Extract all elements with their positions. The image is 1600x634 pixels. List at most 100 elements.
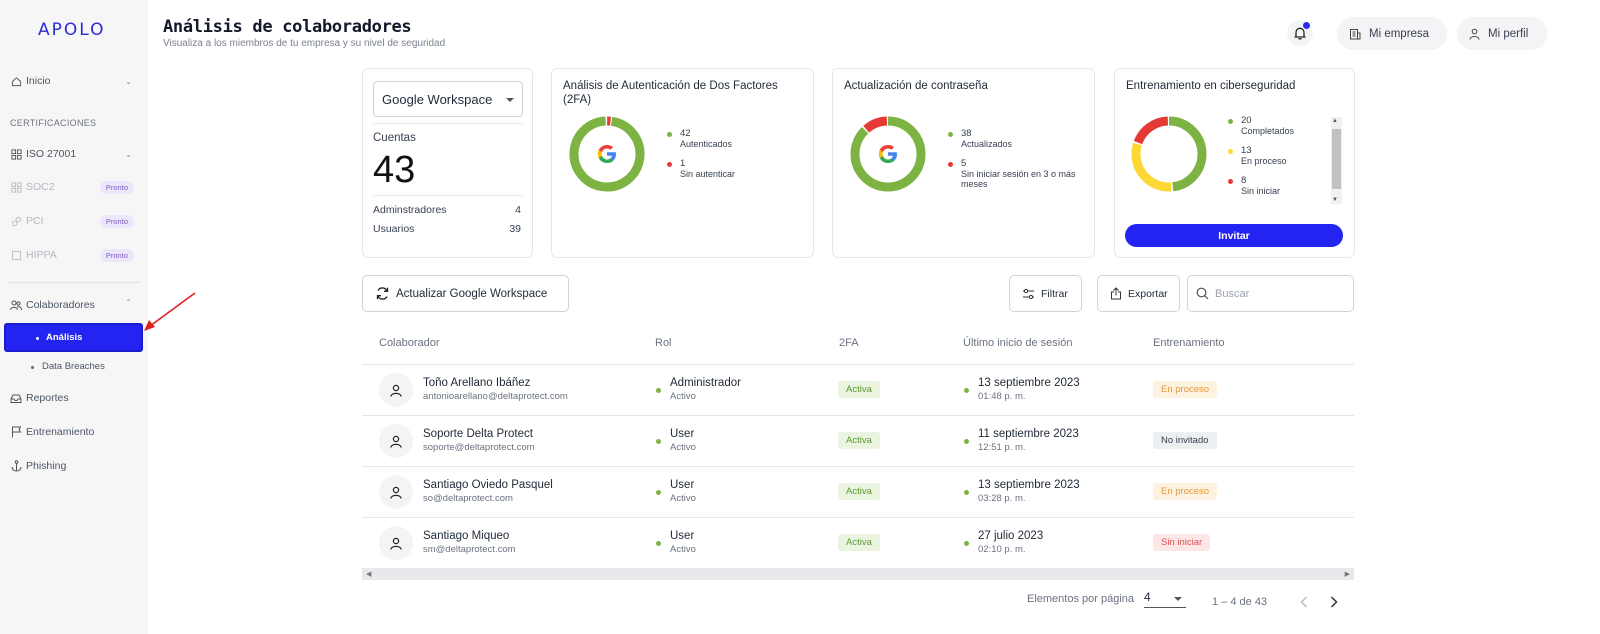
sidebar-item-phishing[interactable]: Phishing <box>10 457 138 475</box>
donut-segments <box>850 116 926 192</box>
users-icon <box>10 299 22 311</box>
column-header-colaborador[interactable]: Colaborador <box>379 337 440 349</box>
collaborator-name: Toño Arellano Ibáñez <box>423 377 531 389</box>
last-login-date: 27 julio 2023 <box>978 530 1044 542</box>
legend-count: 1 <box>680 158 686 169</box>
avatar <box>379 475 413 509</box>
accounts-label: Cuentas <box>373 132 416 144</box>
refresh-icon <box>375 286 390 301</box>
filter-button[interactable]: Filtrar <box>1009 275 1082 312</box>
role: User <box>670 428 695 440</box>
grid-icon <box>10 181 22 193</box>
mi-empresa-label: Mi empresa <box>1369 27 1430 40</box>
square-icon <box>10 249 22 261</box>
table-row[interactable]: Soporte Delta Protect soporte@deltaprote… <box>362 416 1354 467</box>
role: Administrador <box>670 377 741 389</box>
sidebar-item-iso[interactable]: ISO 27001 ⌄ <box>10 145 138 163</box>
mi-empresa-button[interactable]: Mi empresa <box>1337 17 1447 50</box>
legend-label: Sin autenticar <box>680 169 736 179</box>
admins-count: 4 <box>515 204 521 216</box>
chevron-left-icon <box>1300 596 1308 608</box>
caret-down-icon <box>506 98 514 102</box>
training-badge: Sin iniciar <box>1153 534 1211 551</box>
bell-icon <box>1294 27 1306 39</box>
legend-count: 5 <box>961 158 967 169</box>
annotation-arrow-icon <box>144 292 196 331</box>
search-box[interactable] <box>1187 275 1354 312</box>
legend-label: Sin iniciar <box>1241 186 1281 196</box>
donut-segment <box>1131 116 1207 192</box>
sidebar-subitem-breaches[interactable]: Data Breaches <box>31 361 105 372</box>
divider <box>362 364 1354 365</box>
legend-count: 42 <box>680 128 691 139</box>
next-page-button[interactable] <box>1326 594 1342 610</box>
sidebar-item-entrenamiento[interactable]: Entrenamiento <box>10 423 138 441</box>
legend-item: 8 Sin iniciar <box>1228 176 1281 196</box>
accounts-total: 43 <box>373 149 416 191</box>
table-row[interactable]: Santiago Miqueo sm@deltaprotect.com User… <box>362 518 1354 569</box>
invite-button[interactable]: Invitar <box>1125 224 1343 247</box>
users-label: Usuarios <box>373 223 415 235</box>
avatar <box>379 526 413 560</box>
logo: APOLO <box>38 20 106 40</box>
collaborator-name: Santiago Miqueo <box>423 530 510 542</box>
column-header-2fa[interactable]: 2FA <box>839 337 859 349</box>
column-header-last-login[interactable]: Último inicio de sesión <box>963 337 1073 349</box>
page-size-value: 4 <box>1144 590 1151 604</box>
sidebar-item-label: Inicio <box>26 75 51 87</box>
pronto-badge: Pronto <box>99 214 134 228</box>
filter-label: Filtrar <box>1041 287 1068 300</box>
column-header-training[interactable]: Entrenamiento <box>1153 337 1225 349</box>
home-icon <box>10 75 22 87</box>
sidebar-item-reportes[interactable]: Reportes <box>10 389 138 407</box>
sidebar-item-label: Phishing <box>26 460 67 472</box>
donut-segment <box>1131 116 1207 192</box>
mi-perfil-button[interactable]: Mi perfil <box>1457 17 1547 50</box>
provider-select[interactable]: Google Workspace <box>373 81 523 117</box>
legend-count: 13 <box>1241 145 1252 156</box>
scroll-up-icon[interactable]: ▲ <box>1332 118 1338 124</box>
scroll-right-icon[interactable]: ▶ <box>1344 571 1350 578</box>
role-status-dot <box>656 388 661 393</box>
last-login-time: 02:10 p. m. <box>978 544 1026 555</box>
notifications-button[interactable] <box>1287 20 1313 46</box>
twofa-donut <box>569 116 645 192</box>
chevron-down-icon: ⌄ <box>125 149 132 159</box>
prev-page-button[interactable] <box>1296 594 1312 610</box>
notification-dot <box>1303 22 1310 29</box>
column-header-rol[interactable]: Rol <box>655 337 672 349</box>
export-button[interactable]: Exportar <box>1097 275 1180 312</box>
scrollbar-thumb[interactable] <box>1332 129 1341 189</box>
collaborator-email: soporte@deltaprotect.com <box>423 442 535 453</box>
table-row[interactable]: Toño Arellano Ibáñez antonioarellano@del… <box>362 365 1354 416</box>
role: User <box>670 530 695 542</box>
sidebar-item-label: Entrenamiento <box>26 426 95 438</box>
legend-item: 38 Actualizados <box>948 129 1012 149</box>
donut-segment <box>569 116 645 192</box>
anchor-icon <box>10 460 22 472</box>
refresh-label: Actualizar Google Workspace <box>396 287 548 300</box>
training-card: Entrenamiento en ciberseguridad 20 Comple… <box>1114 68 1355 258</box>
scroll-down-icon[interactable]: ▼ <box>1332 197 1338 203</box>
sidebar-item-label: Reportes <box>26 392 69 404</box>
table-row[interactable]: Santiago Oviedo Pasquel so@deltaprotect.… <box>362 467 1354 518</box>
sidebar-item-inicio[interactable]: Inicio ⌄ <box>10 72 138 90</box>
sidebar-item-colaboradores[interactable]: Colaboradores ⌃ <box>10 296 138 314</box>
training-title: Entrenamiento en ciberseguridad <box>1126 80 1296 92</box>
scroll-left-icon[interactable]: ◀ <box>366 571 372 578</box>
search-input[interactable] <box>1215 287 1345 300</box>
legend-scrollbar[interactable]: ▲ ▼ <box>1331 117 1342 204</box>
donut-segment <box>850 116 926 192</box>
page-size-select[interactable]: 4 <box>1144 590 1186 608</box>
donut-segments <box>569 116 645 192</box>
sidebar-subitem-analisis[interactable]: Análisis <box>4 323 143 352</box>
user-icon <box>390 537 402 550</box>
refresh-workspace-button[interactable]: Actualizar Google Workspace <box>362 275 569 312</box>
role-status: Activo <box>670 493 696 504</box>
last-login-date: 13 septiembre 2023 <box>978 377 1080 389</box>
collaborator-email: antonioarellano@deltaprotect.com <box>423 391 568 402</box>
table-horizontal-scrollbar[interactable]: ◀ ▶ <box>362 568 1354 580</box>
mi-perfil-label: Mi perfil <box>1488 27 1529 40</box>
legend-label: En proceso <box>1241 156 1287 166</box>
